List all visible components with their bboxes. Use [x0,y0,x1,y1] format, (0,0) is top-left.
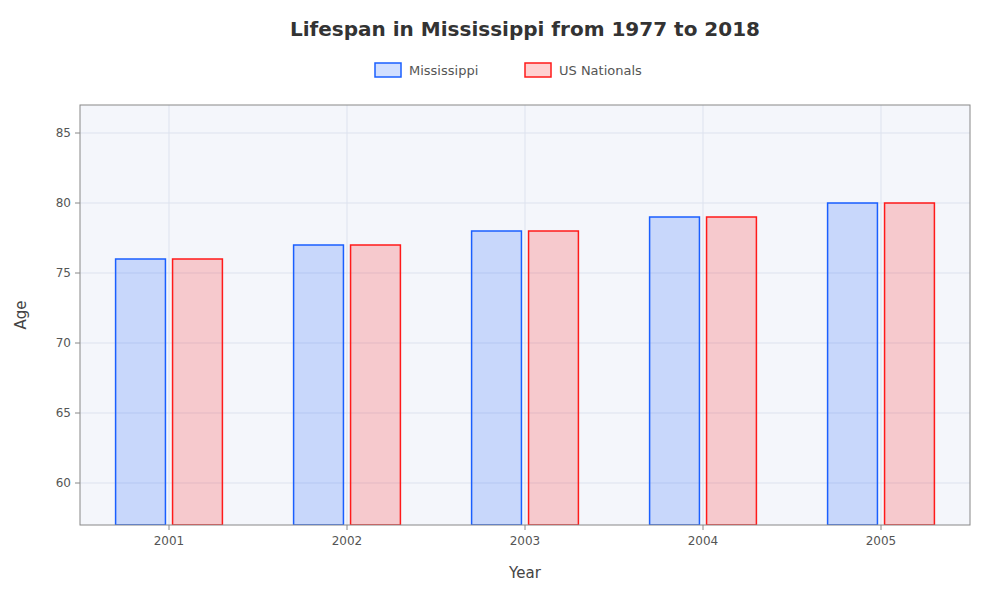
x-axis-label: Year [508,564,542,582]
plot-background [80,105,970,525]
grid [80,105,970,525]
bar [885,203,935,525]
tick-label: 80 [56,196,71,210]
bar [650,217,700,525]
bar [529,231,579,525]
grid-line [347,105,348,525]
tick-mark [881,525,882,530]
tick-mark [169,525,170,530]
bar [707,217,757,525]
y-axis-label: Age [12,300,30,329]
legend-label: US Nationals [559,63,642,78]
tick-label: 70 [56,336,71,350]
legend: Mississippi US Nationals [375,63,642,78]
legend-label: Mississippi [409,63,478,78]
tick-mark [347,525,348,530]
title: Lifespan in Mississippi from 1977 to 201… [290,17,760,41]
plot-frame [80,105,970,525]
bar [351,245,401,525]
tick-label: 65 [56,406,71,420]
tick-label: 2001 [154,534,185,548]
bar [173,259,223,525]
tick-label: 75 [56,266,71,280]
tick-label: 2004 [688,534,719,548]
tick-mark [75,413,80,414]
bar [472,231,522,525]
tick-mark [75,483,80,484]
bar [828,203,878,525]
grid-line [703,105,704,525]
tick-mark [703,525,704,530]
tick-mark [525,525,526,530]
tick-mark [75,133,80,134]
tick-mark [75,203,80,204]
bars [116,203,935,525]
tick-label: 60 [56,476,71,490]
grid-line [525,105,526,525]
tick-mark [75,273,80,274]
tick-label: 85 [56,126,71,140]
tick-label: 2003 [510,534,541,548]
legend-swatch [375,63,401,77]
legend-swatch [525,63,551,77]
tick-mark [75,343,80,344]
tick-label: 2005 [866,534,897,548]
bar [116,259,166,525]
grid-line [881,105,882,525]
bar [294,245,344,525]
tick-label: 2002 [332,534,363,548]
grid-line [169,105,170,525]
chart: 60 65 70 75 80 85 2001 2002 2003 2004 2005 Lifespan… [0,0,1000,600]
